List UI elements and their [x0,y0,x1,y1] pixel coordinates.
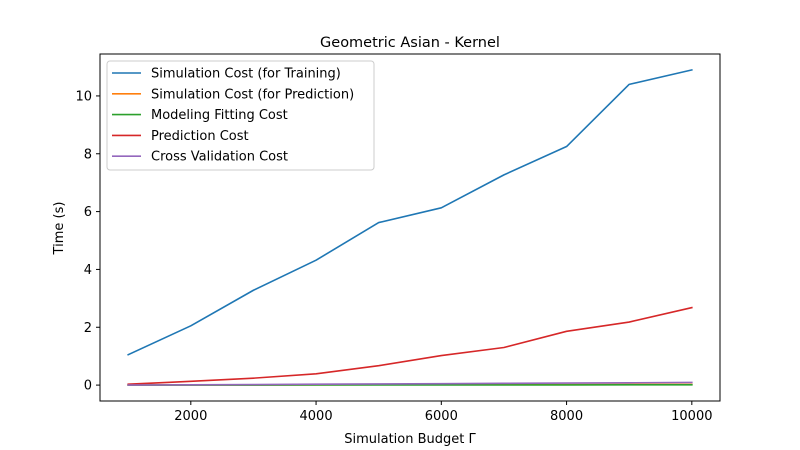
series-line-3 [127,306,693,386]
x-tick-label: 6000 [425,409,458,424]
x-tick-label: 10000 [671,409,712,424]
chart-title: Geometric Asian - Kernel [320,35,500,51]
x-tick-label: 4000 [300,409,333,424]
legend-label-2: Modeling Fitting Cost [151,108,288,123]
y-tick-label: 6 [84,205,92,220]
y-tick-label: 8 [84,147,92,162]
legend-label-0: Simulation Cost (for Training) [151,67,341,82]
x-tick-label: 8000 [550,409,583,424]
x-axis-label: Simulation Budget Γ [344,432,476,447]
y-axis-label: Time (s) [52,202,67,256]
series-layer [127,68,693,386]
x-tick-label: 2000 [174,409,207,424]
y-tick-label: 2 [84,321,92,336]
legend-label-1: Simulation Cost (for Prediction) [151,87,354,102]
legend: Simulation Cost (for Training) Simulation… [106,60,375,171]
legend-label-3: Prediction Cost [151,129,249,144]
tick-layer: 2000 4000 6000 8000 10000 0 2 4 6 8 10 [75,89,712,424]
series-line-0 [127,68,693,356]
legend-label-4: Cross Validation Cost [151,150,288,165]
legend-box [106,60,375,171]
plot-area-frame [99,53,721,402]
series-line-4 [127,381,693,386]
y-tick-label: 0 [84,379,92,394]
y-tick-label: 4 [84,263,92,278]
y-tick-label: 10 [75,89,92,104]
